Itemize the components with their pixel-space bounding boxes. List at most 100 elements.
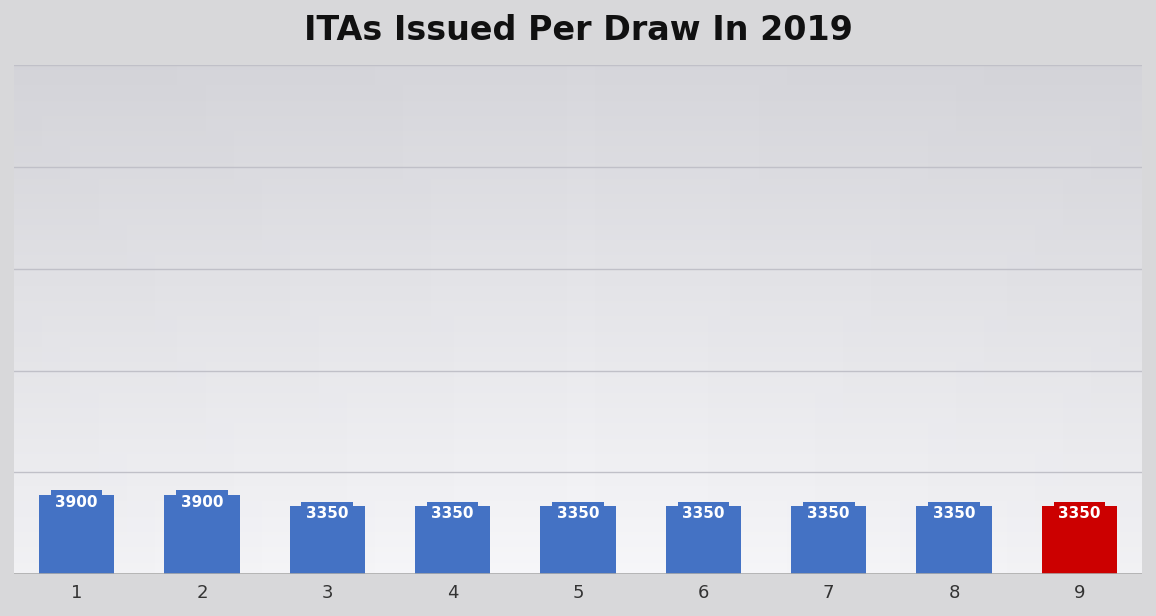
Bar	[454, 65, 460, 574]
Bar	[612, 65, 617, 574]
Bar	[821, 65, 827, 574]
Bar	[14, 394, 1142, 396]
Bar	[14, 219, 1142, 221]
Bar	[14, 253, 1142, 255]
Bar	[14, 293, 1142, 294]
Bar	[14, 556, 1142, 557]
Bar	[14, 243, 1142, 245]
Bar	[172, 65, 178, 574]
Bar	[14, 396, 1142, 398]
Bar	[25, 65, 31, 574]
Bar	[14, 250, 1142, 252]
Bar	[14, 447, 1142, 448]
Bar	[14, 228, 1142, 230]
Bar	[14, 365, 1142, 367]
Bar	[14, 490, 1142, 491]
Bar	[14, 148, 1142, 150]
Bar	[14, 360, 1142, 362]
Bar	[14, 491, 1142, 493]
Bar	[14, 549, 1142, 551]
Bar	[65, 65, 71, 574]
Bar	[14, 411, 1142, 413]
Bar	[14, 381, 1142, 383]
Bar	[104, 65, 110, 574]
Bar	[14, 161, 1142, 163]
Bar	[14, 481, 1142, 483]
Bar	[14, 284, 1142, 286]
Bar	[14, 508, 1142, 510]
Bar	[437, 65, 443, 574]
Text: 3350: 3350	[933, 506, 976, 521]
Bar	[14, 532, 1142, 533]
Text: 3900: 3900	[180, 495, 223, 510]
Bar	[14, 264, 1142, 265]
Text: 3350: 3350	[557, 506, 599, 521]
Bar	[544, 65, 550, 574]
Bar	[973, 65, 978, 574]
Bar	[14, 469, 1142, 471]
Bar	[14, 384, 1142, 386]
Bar	[725, 65, 731, 574]
Bar	[14, 399, 1142, 401]
Bar	[14, 99, 1142, 100]
Bar	[776, 65, 781, 574]
Bar	[14, 124, 1142, 126]
Bar	[178, 65, 183, 574]
Bar	[1040, 65, 1046, 574]
Bar	[14, 279, 1142, 280]
Bar	[550, 65, 555, 574]
Bar	[53, 65, 59, 574]
Bar	[14, 221, 1142, 223]
Bar	[827, 65, 832, 574]
Bar	[39, 495, 114, 574]
Bar	[14, 65, 20, 574]
Bar	[14, 437, 1142, 439]
Bar	[14, 357, 1142, 359]
Bar	[14, 246, 1142, 248]
Bar	[14, 407, 1142, 408]
Bar	[14, 542, 1142, 544]
Bar	[14, 405, 1142, 407]
Bar	[14, 421, 1142, 423]
Bar	[917, 506, 992, 574]
Bar	[132, 65, 138, 574]
Bar	[14, 211, 1142, 213]
Bar	[14, 496, 1142, 498]
Bar	[14, 316, 1142, 318]
Bar	[14, 503, 1142, 505]
Bar	[14, 304, 1142, 306]
Bar	[14, 435, 1142, 437]
Bar	[14, 457, 1142, 459]
Bar	[14, 518, 1142, 520]
Bar	[14, 141, 1142, 143]
Bar	[364, 65, 369, 574]
Bar	[14, 343, 1142, 345]
Bar	[843, 65, 849, 574]
Bar	[14, 500, 1142, 501]
Bar	[14, 277, 1142, 279]
Bar	[217, 65, 223, 574]
Bar	[194, 65, 200, 574]
Bar	[1109, 65, 1114, 574]
Bar	[539, 65, 544, 574]
Bar	[606, 65, 612, 574]
Bar	[14, 156, 1142, 158]
Bar	[14, 255, 1142, 257]
Bar	[753, 65, 758, 574]
Bar	[894, 65, 899, 574]
Bar	[14, 126, 1142, 128]
Bar	[14, 484, 1142, 486]
Bar	[14, 352, 1142, 354]
Bar	[14, 333, 1142, 335]
Bar	[14, 180, 1142, 182]
Bar	[933, 65, 939, 574]
Text: 3350: 3350	[682, 506, 725, 521]
Bar	[14, 237, 1142, 238]
Bar	[14, 477, 1142, 479]
Bar	[883, 65, 888, 574]
Bar	[14, 401, 1142, 403]
Bar	[590, 65, 595, 574]
Bar	[1001, 65, 1007, 574]
Bar	[14, 73, 1142, 75]
Bar	[14, 267, 1142, 269]
